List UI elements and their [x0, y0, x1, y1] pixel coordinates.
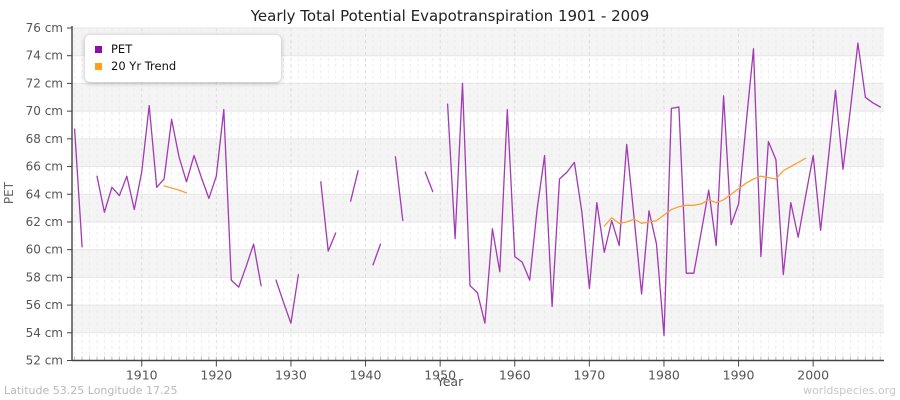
legend-label-trend: 20 Yr Trend	[111, 59, 177, 73]
legend-box: PET 20 Yr Trend	[85, 35, 281, 82]
legend-item-pet[interactable]: PET	[95, 41, 271, 58]
band-row	[72, 194, 884, 222]
pet-swatch-icon	[95, 46, 102, 53]
coordinates-caption: Latitude 53.25 Longitude 17.25	[4, 384, 178, 397]
y-tick-label: 74 cm	[26, 49, 63, 63]
y-tick-label: 64 cm	[26, 187, 63, 201]
pet-line	[349, 170, 359, 202]
x-tick-label: 1970	[573, 368, 605, 383]
y-tick-label: 52 cm	[26, 354, 63, 368]
trend-swatch-icon	[95, 63, 102, 70]
legend-item-trend[interactable]: 20 Yr Trend	[95, 58, 271, 75]
pet-line	[394, 156, 404, 222]
x-tick-label: 1980	[648, 368, 680, 383]
y-tick-label: 66 cm	[26, 160, 63, 174]
pet-line	[446, 42, 881, 337]
y-tick-label: 54 cm	[26, 326, 63, 340]
x-tick-label: 1920	[200, 368, 232, 383]
y-tick-label: 62 cm	[26, 215, 63, 229]
y-tick-label: 72 cm	[26, 76, 63, 90]
x-axis-title: Year	[436, 374, 464, 389]
x-tick-label: 1960	[499, 368, 531, 383]
pet-line	[320, 181, 337, 252]
x-tick-label: 1910	[126, 368, 158, 383]
trend-line	[603, 157, 807, 227]
y-tick-label: 68 cm	[26, 132, 63, 146]
legend-label-pet: PET	[111, 42, 133, 56]
y-tick-label: 56 cm	[26, 298, 63, 312]
pet-line	[372, 243, 382, 266]
band-row	[72, 305, 884, 333]
pet-line	[73, 128, 83, 248]
x-tick-label: 2000	[797, 368, 829, 383]
pet-line	[424, 171, 434, 193]
y-tick-label: 70 cm	[26, 104, 63, 118]
trend-line	[163, 185, 188, 194]
source-caption: worldspecies.org	[803, 384, 896, 397]
band-row	[72, 249, 884, 278]
y-tick-label: 76 cm	[26, 21, 63, 35]
pet-line	[275, 273, 300, 324]
band-row	[72, 138, 884, 167]
x-tick-label: 1940	[350, 368, 382, 383]
y-tick-label: 60 cm	[26, 243, 63, 257]
x-tick-label: 1930	[275, 368, 307, 383]
x-tick-label: 1990	[723, 368, 755, 383]
y-tick-label: 58 cm	[26, 270, 63, 284]
x-tick-label: 1950	[424, 368, 456, 383]
chart-title: Yearly Total Potential Evapotranspiratio…	[250, 7, 650, 25]
pet-line	[96, 104, 262, 288]
